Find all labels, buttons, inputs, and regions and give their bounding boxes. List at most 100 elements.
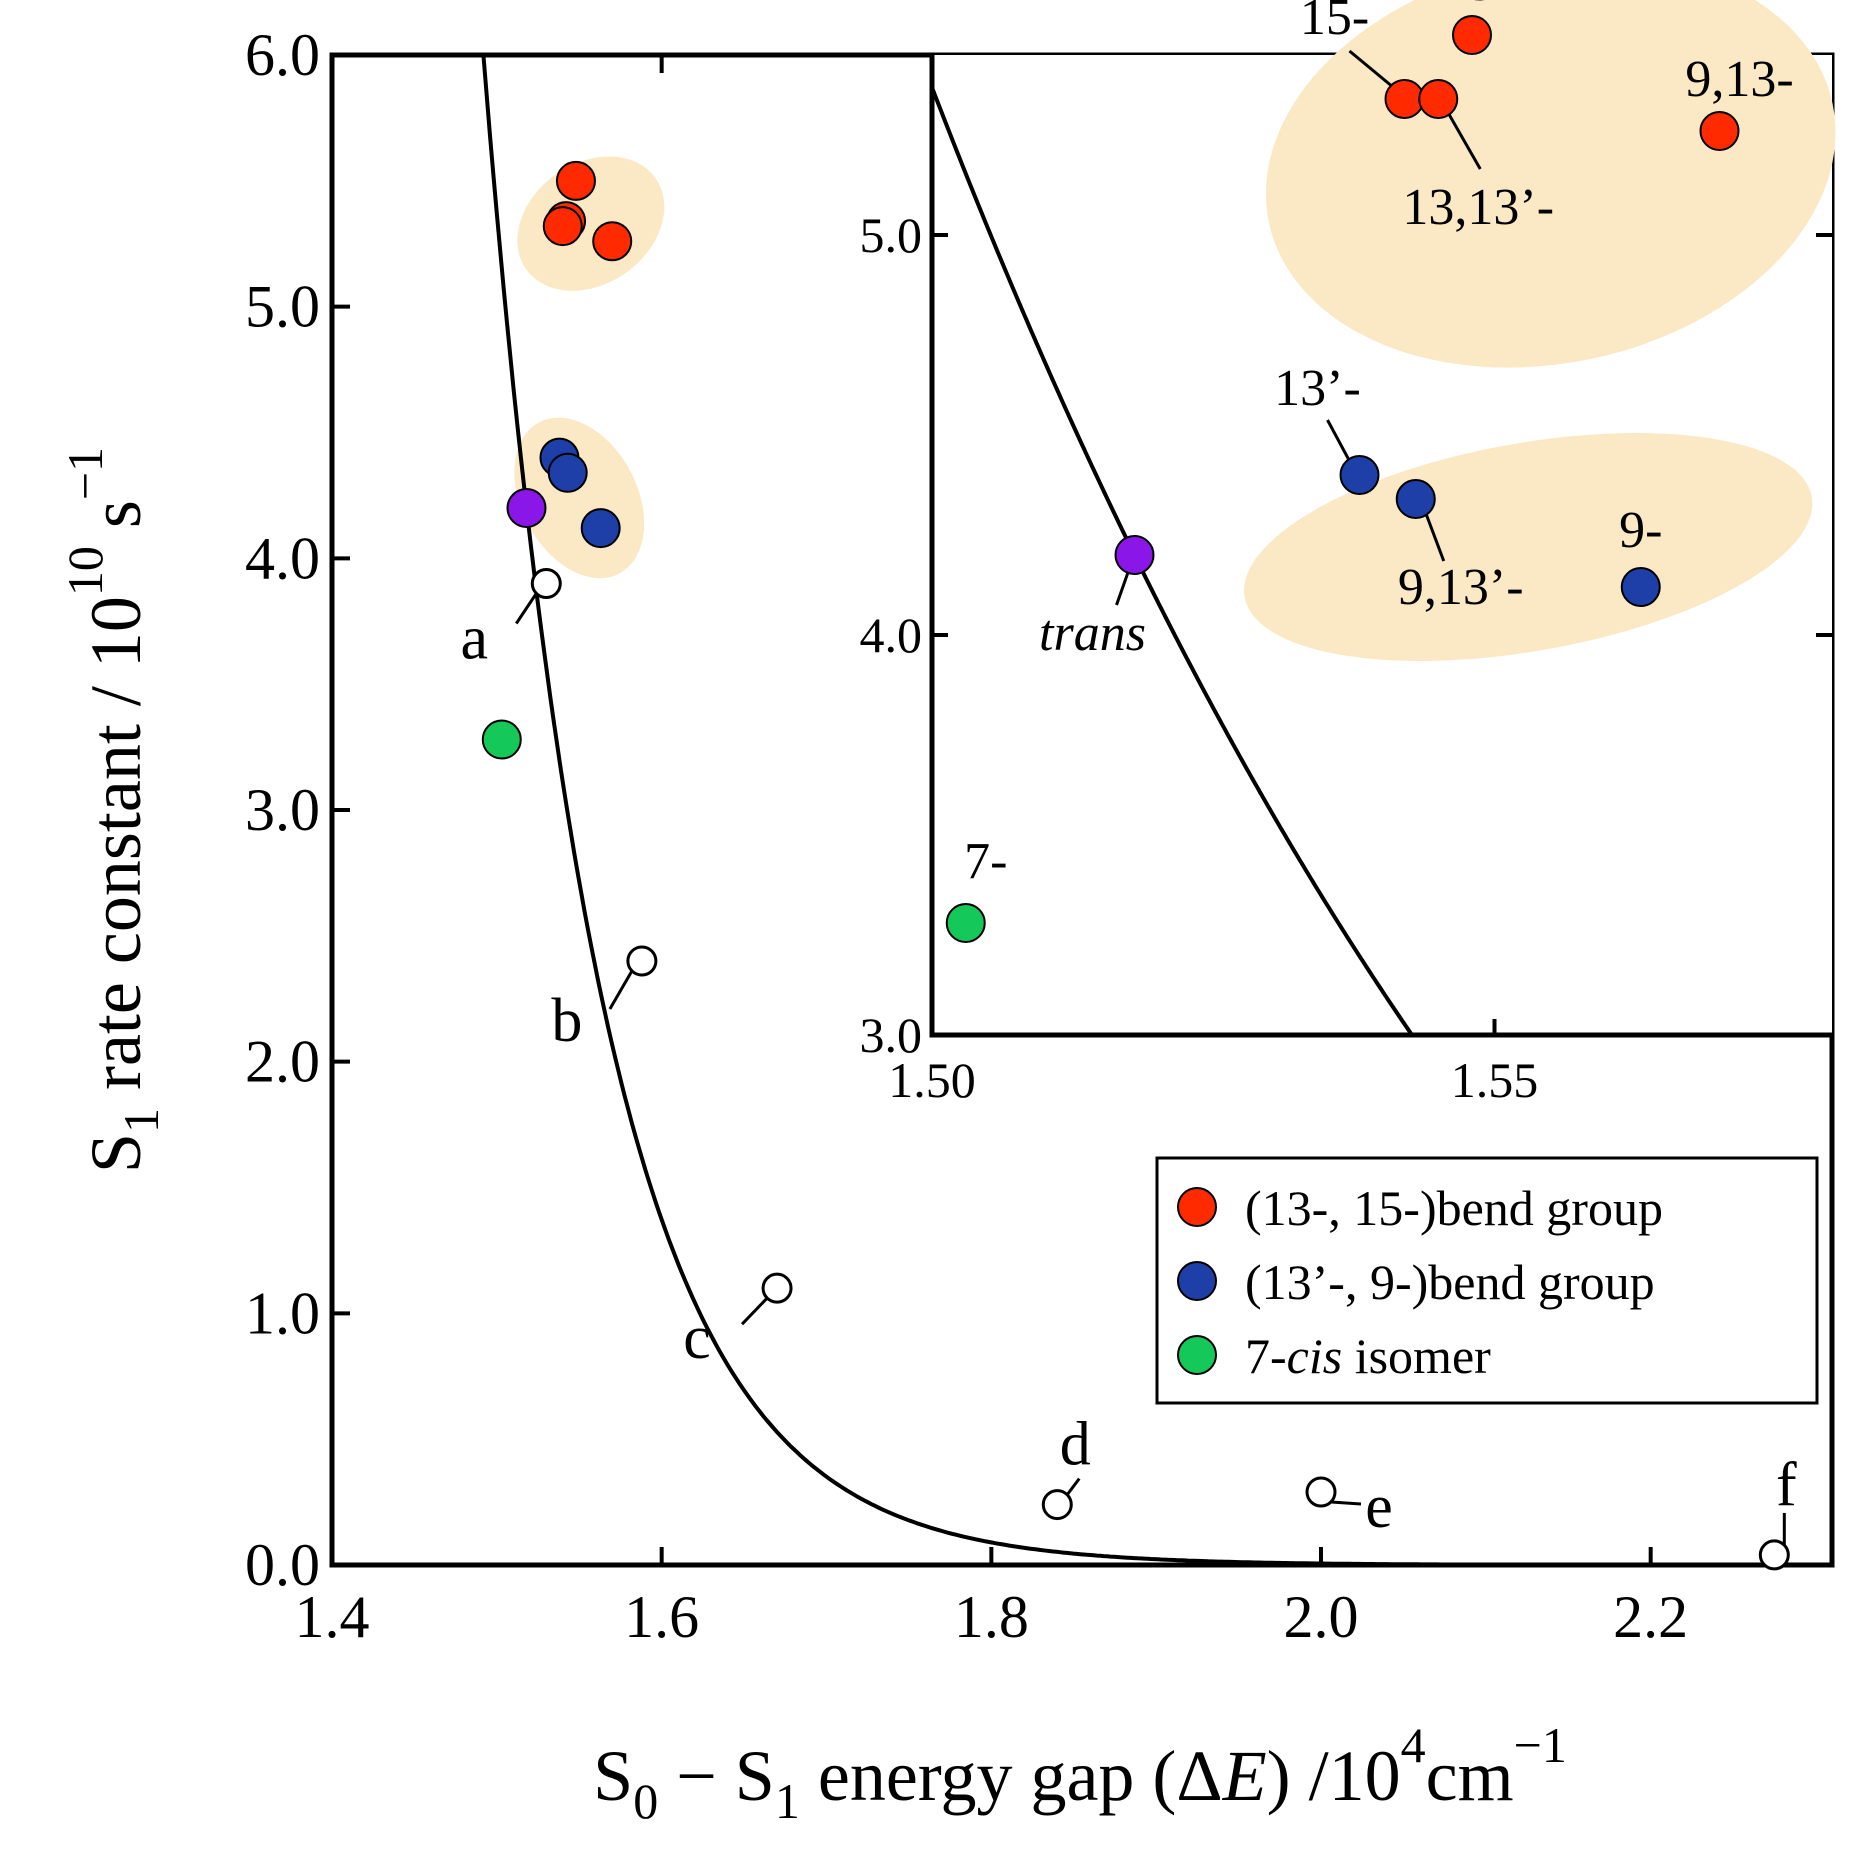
inset-fit-curve	[930, 86, 1414, 1037]
inset-point-label: 7-	[964, 833, 1007, 890]
x-tick-label: 1.6	[624, 1584, 699, 1650]
main-data-point	[592, 221, 633, 262]
inset-data-point	[1620, 567, 1661, 607]
reference-label-e: e	[1365, 1473, 1393, 1541]
inset-point-label: trans	[1039, 605, 1146, 662]
inset-leader-line	[1446, 112, 1482, 170]
main-data-point	[580, 508, 621, 549]
y-title-sup: 10	[57, 546, 113, 596]
reference-point-a	[530, 568, 562, 599]
inset-y-tick-label: 3.0	[860, 1007, 923, 1063]
main-data-point	[547, 452, 588, 493]
y-tick-label: 5.0	[245, 274, 320, 340]
main-plot-area: 1.4 1.6 1.8 2.0 2.2 0.0 1.0 2.0 3.0 4.0 5.0 6.0 a b c d…	[245, 22, 1832, 1650]
y-title-prefix: S	[76, 1133, 156, 1173]
x-title-mid: − S	[658, 1736, 775, 1816]
inset-highlight-red	[1265, 0, 1836, 368]
inset-point-label: 9,13’-	[1398, 559, 1524, 616]
inset-frame	[929, 55, 1832, 1038]
x-tick-label: 1.8	[954, 1584, 1029, 1650]
legend-box	[1155, 1156, 1819, 1405]
inset-point-label: 9-	[1619, 502, 1662, 559]
legend-marker-red	[1177, 1187, 1217, 1227]
main-data-point	[481, 719, 522, 760]
main-data-point	[506, 488, 547, 528]
inset-y-tick-label: 5.0	[860, 207, 923, 263]
x-title-close: ) /10	[1267, 1736, 1401, 1816]
highlight-region-red	[517, 156, 665, 291]
inset-data-point	[1395, 479, 1436, 519]
reference-label-b: b	[551, 987, 582, 1055]
reference-leader-e	[1330, 1500, 1362, 1506]
y-axis-title: S1 rate constant / 1010 s−1	[57, 447, 169, 1173]
fit-curve	[481, 54, 1832, 1567]
reference-leader-b	[608, 970, 634, 1010]
reference-label-c: c	[683, 1304, 711, 1372]
inset-point-label: 13-	[1442, 0, 1511, 12]
y-tick-label: 1.0	[245, 1280, 320, 1346]
legend-label-red: (13-, 15-)bend group	[1245, 1180, 1663, 1236]
y-title-unit-sup: −1	[57, 447, 113, 500]
reference-point-b	[626, 945, 658, 977]
x-title-unit-sup: −1	[1514, 1717, 1567, 1773]
inset-point-label: 13’-	[1274, 360, 1361, 417]
x-tick-label: 2.0	[1284, 1584, 1359, 1650]
inset-data-point	[945, 903, 986, 943]
y-title-rest: rate constant / 10	[76, 596, 156, 1108]
reference-label-f: f	[1776, 1451, 1797, 1519]
reference-point-d	[1041, 1489, 1073, 1521]
main-data-point	[555, 160, 596, 201]
x-tick-label: 2.2	[1613, 1584, 1688, 1650]
x-title-sub1: 0	[633, 1773, 658, 1829]
legend-green-italic: cis	[1287, 1328, 1343, 1384]
legend-green-pre: 7-	[1245, 1328, 1287, 1384]
legend-marker-blue	[1177, 1261, 1217, 1301]
x-title-prefix: S	[593, 1736, 633, 1816]
inset-point-label: 9,13-	[1685, 51, 1793, 108]
reference-leader-a	[515, 592, 538, 625]
legend: (13-, 15-)bend group (13’-, 9-)bend grou…	[1155, 1156, 1819, 1405]
inset-data-point	[1418, 79, 1459, 119]
inset-data-point	[1384, 79, 1425, 119]
reference-point-e	[1305, 1476, 1337, 1508]
inset-data-point	[1114, 535, 1155, 575]
y-title-unit: s	[76, 500, 156, 546]
reference-label-d: d	[1060, 1411, 1091, 1479]
inset-highlight-blue	[1244, 433, 1813, 661]
y-tick-label: 3.0	[245, 777, 320, 843]
x-title-sub2: 1	[775, 1773, 800, 1829]
reference-leader-c	[740, 1297, 769, 1326]
y-tick-label: 2.0	[245, 1029, 320, 1095]
inset-leader-line	[1115, 570, 1130, 606]
legend-label-green: 7-cis isomer	[1245, 1328, 1491, 1384]
reference-point-f	[1758, 1539, 1790, 1571]
y-title-sub: 1	[113, 1108, 169, 1133]
x-tick-label: 1.4	[295, 1584, 370, 1650]
reference-label-a: a	[461, 605, 489, 673]
inset-y-tick-label: 4.0	[860, 607, 923, 663]
inset-point-label: 15-	[1300, 0, 1369, 46]
inset-leader-line	[1326, 419, 1351, 462]
x-title-var: E	[1222, 1736, 1267, 1816]
reference-leader-d	[1066, 1477, 1081, 1496]
inset-data-point	[1699, 111, 1740, 151]
inset-data-point	[1339, 455, 1380, 495]
x-title-unit: cm	[1426, 1736, 1514, 1816]
inset-data-point	[1452, 15, 1492, 55]
legend-marker-green	[1177, 1335, 1217, 1375]
inset-leader-line	[1424, 512, 1446, 562]
x-title-sup: 4	[1401, 1717, 1426, 1773]
reference-point-c	[761, 1272, 793, 1304]
inset-x-tick-label: 1.50	[888, 1052, 976, 1108]
inset-x-tick-label: 1.55	[1451, 1052, 1539, 1108]
y-tick-label: 4.0	[245, 525, 320, 591]
inset-point-label: 13,13’-	[1402, 179, 1554, 236]
main-data-point	[542, 206, 583, 247]
x-axis-title: S0 − S1 energy gap (ΔE) /104cm−1	[593, 1717, 1567, 1829]
x-title-rest: energy gap (Δ	[800, 1736, 1223, 1816]
y-tick-label: 0.0	[245, 1532, 320, 1598]
inset-leader-line	[1348, 49, 1392, 87]
y-tick-label: 6.0	[245, 22, 320, 88]
inset-plot-area: 1.50 1.55 3.0 4.0 5.0 13- 15- 13,13’- 9,13- 13’- 9…	[860, 0, 1836, 1108]
